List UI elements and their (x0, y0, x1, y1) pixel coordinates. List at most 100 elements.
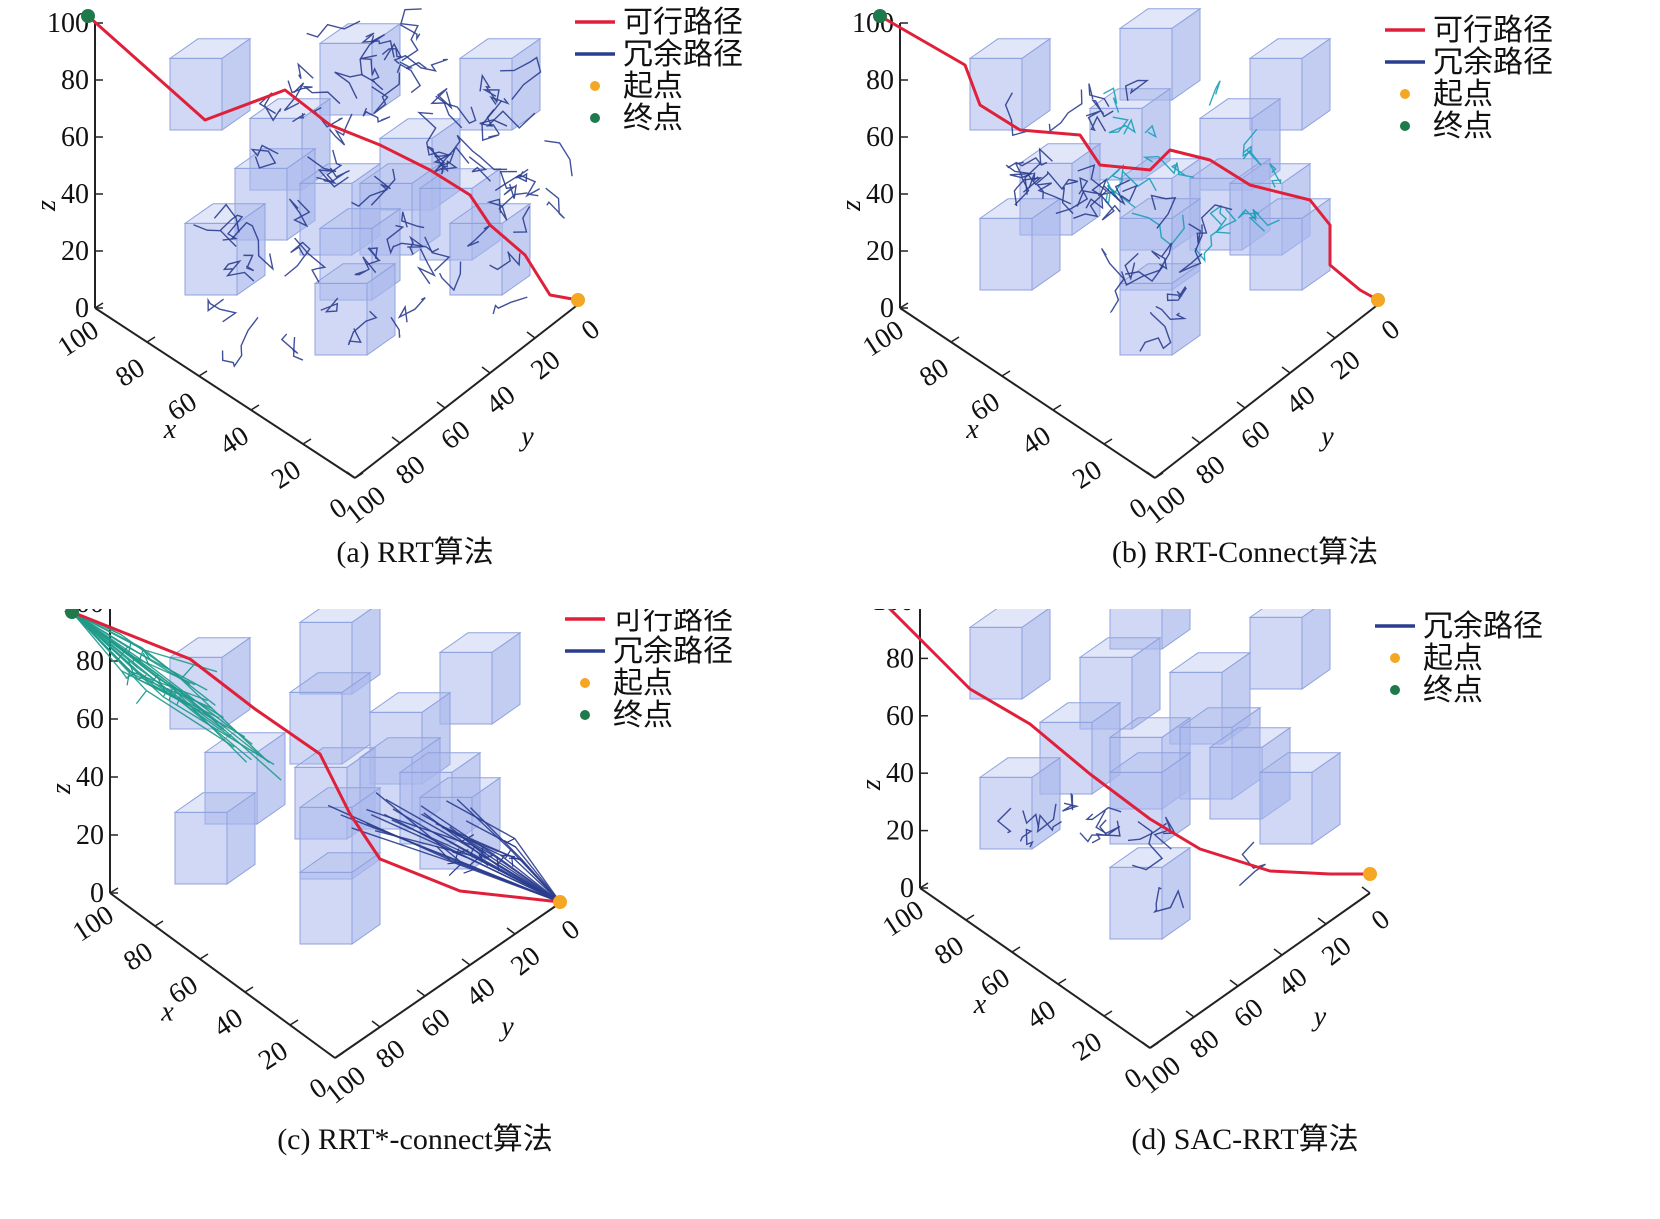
redundant-branch (258, 92, 282, 122)
y-tick-label: 0 (1376, 314, 1406, 347)
chart-caption-a: (a) RRT算法 (336, 536, 494, 569)
y-tick (1191, 436, 1201, 444)
obstacle-cube-side (501, 202, 531, 296)
obstacle-cube-side (366, 262, 396, 356)
start-point-marker (553, 895, 567, 909)
y-tick-label: 80 (390, 449, 431, 491)
redundant-branch (334, 71, 363, 99)
redundant-branch (219, 214, 244, 241)
obstacle-cube-side (1301, 37, 1331, 131)
obstacles-group (968, 7, 1332, 356)
redundant-branch (306, 20, 361, 38)
redundant-paths-group (996, 793, 1266, 913)
redundant-branch (456, 134, 508, 171)
y-tick (436, 401, 446, 409)
redundant-branch (313, 107, 343, 128)
x-tick (919, 882, 929, 889)
y-axis-label: y (1318, 422, 1334, 453)
chart-panel-b: 100 80 60 40 20 0 0 20 40 60 80 100 0 20 40 60 80 100 x y z 可… (830, 0, 1660, 609)
redundant-branch (1132, 821, 1164, 871)
y-tick (481, 366, 491, 374)
obstacle-cube-side (351, 851, 381, 945)
redundant-paths-group (1004, 79, 1282, 352)
redundant-branch (393, 242, 440, 253)
redundant-twig (503, 840, 516, 848)
y-tick-label: 40 (480, 379, 521, 421)
redundant-branch (360, 54, 384, 91)
z-tick-label: 40 (886, 758, 914, 789)
redundant-branch (370, 168, 396, 206)
redundant-branch (1124, 252, 1139, 281)
x-tick-label: 20 (1067, 1026, 1107, 1067)
legend-label: 冗余路径 (1433, 46, 1553, 79)
x-tick (1154, 472, 1164, 479)
redundant-branch (230, 221, 274, 271)
redundant-twig (162, 687, 169, 698)
redundant-twig (125, 671, 139, 679)
obstacle-cube-front (979, 217, 1033, 291)
redundant-branch (207, 297, 238, 323)
redundant-branch (393, 54, 448, 72)
redundant-branch (440, 160, 458, 175)
redundant-branch (443, 101, 477, 129)
start-point-marker (571, 293, 585, 307)
redundant-branch (362, 107, 391, 123)
y-tick (1317, 917, 1327, 925)
redundant-branch (1085, 194, 1121, 221)
z-axis-label: z (46, 783, 77, 795)
y-tick-label: 60 (1235, 414, 1276, 456)
x-axis-line (919, 887, 1151, 1049)
y-tick (1326, 331, 1336, 339)
redundant-branch (499, 170, 517, 199)
redundant-branch (1062, 802, 1080, 812)
redundant-branch (1061, 186, 1074, 215)
redundant-branch (371, 72, 401, 115)
redundant-branch (1209, 204, 1231, 234)
redundant-branch (489, 251, 521, 271)
x-tick-label: 40 (1021, 994, 1061, 1035)
z-tick-label: 80 (866, 65, 894, 96)
y-tick-label: 100 (320, 1060, 372, 1110)
obstacle-cube-side (256, 731, 286, 825)
legend-dot-swatch (1400, 121, 1410, 131)
redundant-branch (1139, 311, 1172, 352)
y-tick (391, 436, 401, 444)
obstacle-cube-front (969, 626, 1023, 700)
x-tick (354, 472, 364, 479)
redundant-branch (400, 8, 422, 62)
legend-dot-swatch (1390, 685, 1400, 695)
redundant-branch (1150, 194, 1177, 229)
x-axis-line (109, 892, 336, 1059)
y-tick (1361, 886, 1371, 894)
redundant-twig (496, 854, 506, 866)
legend-label: 起点 (613, 667, 673, 700)
y-tick (506, 927, 516, 935)
z-tick-label: 60 (886, 701, 914, 732)
redundant-branch (996, 807, 1012, 834)
redundant-branch (193, 224, 237, 248)
x-tick-label: 20 (266, 454, 306, 495)
redundant-branch (1079, 819, 1109, 843)
y-axis-label: y (1311, 1002, 1327, 1033)
redundant-branch (432, 831, 561, 903)
z-tick-label: 40 (866, 179, 894, 210)
redundant-twig (150, 674, 159, 684)
redundant-branch (466, 224, 491, 247)
redundant-branch (320, 297, 339, 313)
redundant-twig (126, 671, 131, 686)
x-axis-label: x (973, 989, 987, 1020)
redundant-branch (1048, 89, 1083, 133)
y-tick-label: 40 (1272, 961, 1313, 1003)
x-tick (302, 438, 312, 445)
redundant-branch (1104, 185, 1136, 209)
x-tick (146, 336, 156, 343)
y-tick-label: 20 (1325, 344, 1366, 386)
obstacle-cube-front (1249, 616, 1303, 690)
x-tick (950, 336, 960, 343)
x-tick (109, 887, 119, 894)
y-tick-label: 40 (460, 971, 501, 1013)
redundant-twig (141, 647, 151, 660)
redundant-twig (506, 837, 516, 843)
